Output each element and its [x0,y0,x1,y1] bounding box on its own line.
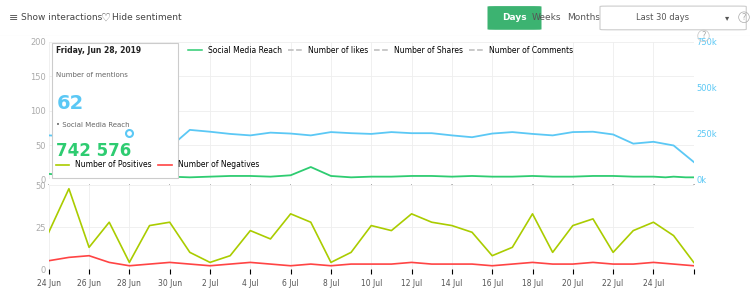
Text: Weeks: Weeks [531,13,561,22]
Text: Last 30 days: Last 30 days [637,13,689,22]
Text: Months: Months [567,13,600,22]
Text: Hide sentiment: Hide sentiment [112,13,182,22]
Text: • Social Media Reach: • Social Media Reach [56,122,130,128]
Text: ≡: ≡ [9,13,18,23]
Text: ?: ? [701,31,706,40]
Text: ?: ? [742,13,746,22]
Text: ♡: ♡ [101,13,111,23]
Text: Days: Days [503,13,526,22]
Text: Friday, Jun 28, 2019: Friday, Jun 28, 2019 [56,46,142,55]
Text: 742 576: 742 576 [56,142,132,160]
Legend: Social Media Reach, Number of likes, Number of Shares, Number of Comments: Social Media Reach, Number of likes, Num… [188,46,573,55]
Text: ▾: ▾ [725,13,730,22]
Text: 62: 62 [56,94,84,113]
FancyBboxPatch shape [52,43,178,178]
FancyBboxPatch shape [488,6,542,30]
Text: Number of mentions: Number of mentions [56,72,128,78]
Legend: Number of Positives, Number of Negatives: Number of Positives, Number of Negatives [53,157,262,173]
FancyBboxPatch shape [600,6,746,30]
Text: Show interactions: Show interactions [21,13,102,22]
